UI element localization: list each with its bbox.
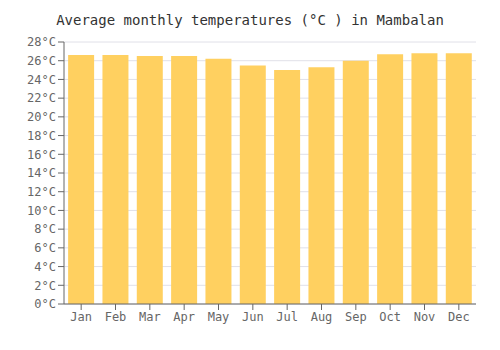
svg-text:Jul: Jul (276, 310, 298, 324)
html-text:Average monthly temperatures (: Average monthly temperatures (°C ) in Ma… (56, 12, 444, 28)
svg-text:6°C: 6°C (34, 241, 56, 255)
svg-text:Aug: Aug (311, 310, 333, 324)
svg-text:Apr: Apr (173, 310, 195, 324)
svg-text:Mar: Mar (139, 310, 161, 324)
svg-text:Feb: Feb (105, 310, 127, 324)
svg-text:18°C: 18°C (27, 129, 56, 143)
svg-text:16°C: 16°C (27, 148, 56, 162)
svg-text:May: May (208, 310, 230, 324)
svg-text:10°C: 10°C (27, 204, 56, 218)
svg-text:28°C: 28°C (27, 35, 56, 49)
svg-text:Jan: Jan (70, 310, 92, 324)
svg-text:24°C: 24°C (27, 73, 56, 87)
svg-text:Sep: Sep (345, 310, 367, 324)
svg-text:2°C: 2°C (34, 279, 56, 293)
svg-text:26°C: 26°C (27, 54, 56, 68)
svg-text:Jun: Jun (242, 310, 264, 324)
svg-text:4°C: 4°C (34, 260, 56, 274)
svg-text:22°C: 22°C (27, 91, 56, 105)
svg-text:Dec: Dec (448, 310, 470, 324)
svg-text:Nov: Nov (414, 310, 436, 324)
svg-text:12°C: 12°C (27, 185, 56, 199)
svg-text:0°C: 0°C (34, 297, 56, 311)
svg-text:20°C: 20°C (27, 110, 56, 124)
svg-text:14°C: 14°C (27, 166, 56, 180)
svg-text:Oct: Oct (379, 310, 401, 324)
svg-text:8°C: 8°C (34, 222, 56, 236)
